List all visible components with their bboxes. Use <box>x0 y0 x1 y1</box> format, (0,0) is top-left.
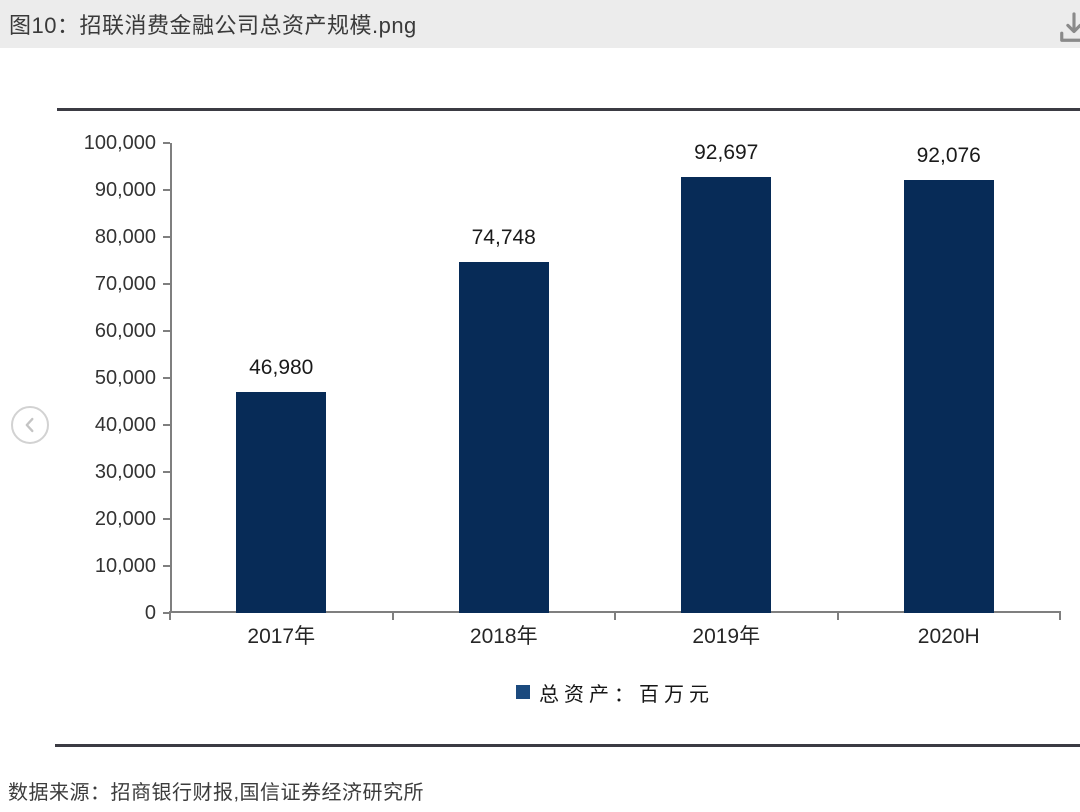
prev-button[interactable] <box>11 406 49 444</box>
x-axis-tick <box>169 611 171 620</box>
y-axis-tick <box>163 330 170 332</box>
figure-top-rule <box>57 108 1080 111</box>
y-axis-tick <box>163 377 170 379</box>
y-axis-tick <box>163 142 170 144</box>
y-axis <box>170 143 172 613</box>
y-axis-tick <box>163 471 170 473</box>
x-axis-tick <box>1059 611 1061 620</box>
chart-legend: 总资产：百万元 <box>170 679 1060 706</box>
y-axis-tick <box>163 518 170 520</box>
y-tick-label: 40,000 <box>94 414 156 436</box>
legend-label: 总资产：百万元 <box>539 681 714 706</box>
figure-bottom-rule <box>55 744 1080 747</box>
download-icon[interactable] <box>1053 7 1080 49</box>
y-tick-label: 20,000 <box>94 508 156 530</box>
y-axis-tick <box>163 612 170 614</box>
y-axis-tick <box>163 424 170 426</box>
y-axis-tick <box>163 189 170 191</box>
bar-value-label: 46,980 <box>249 356 314 380</box>
bar-value-label: 74,748 <box>471 225 536 249</box>
y-tick-label: 100,000 <box>83 132 156 154</box>
y-axis-tick <box>163 283 170 285</box>
x-axis-tick <box>614 611 616 620</box>
y-tick-label: 60,000 <box>94 320 156 342</box>
x-tick-label: 2017年 <box>247 625 316 648</box>
x-tick-label: 2018年 <box>469 625 538 648</box>
bar <box>236 392 327 613</box>
y-tick-label: 10,000 <box>94 555 156 577</box>
bar-value-label: 92,076 <box>916 144 981 168</box>
y-tick-label: 0 <box>144 602 156 624</box>
y-axis-tick <box>163 236 170 238</box>
bar-value-label: 92,697 <box>694 141 759 165</box>
bar <box>681 177 772 613</box>
figure-title: 图10：招联消费金融公司总资产规模.png <box>9 13 417 38</box>
source-text: 数据来源：招商银行财报,国信证券经济研究所 <box>8 782 425 804</box>
y-tick-label: 90,000 <box>94 179 156 201</box>
bar <box>903 180 994 613</box>
y-axis-tick <box>163 565 170 567</box>
x-axis-tick <box>391 611 394 620</box>
x-tick-label: 2020H <box>917 625 980 648</box>
chevron-left-icon <box>25 417 34 433</box>
x-tick-label: 2019年 <box>692 625 761 648</box>
titlebar: 图10：招联消费金融公司总资产规模.png <box>0 0 1080 48</box>
y-tick-label: 30,000 <box>94 461 156 483</box>
y-tick-label: 70,000 <box>94 273 156 295</box>
legend-swatch <box>516 685 530 699</box>
x-axis-tick <box>836 611 839 620</box>
y-tick-label: 80,000 <box>94 226 156 248</box>
bar <box>458 261 549 613</box>
y-tick-label: 50,000 <box>94 367 156 389</box>
